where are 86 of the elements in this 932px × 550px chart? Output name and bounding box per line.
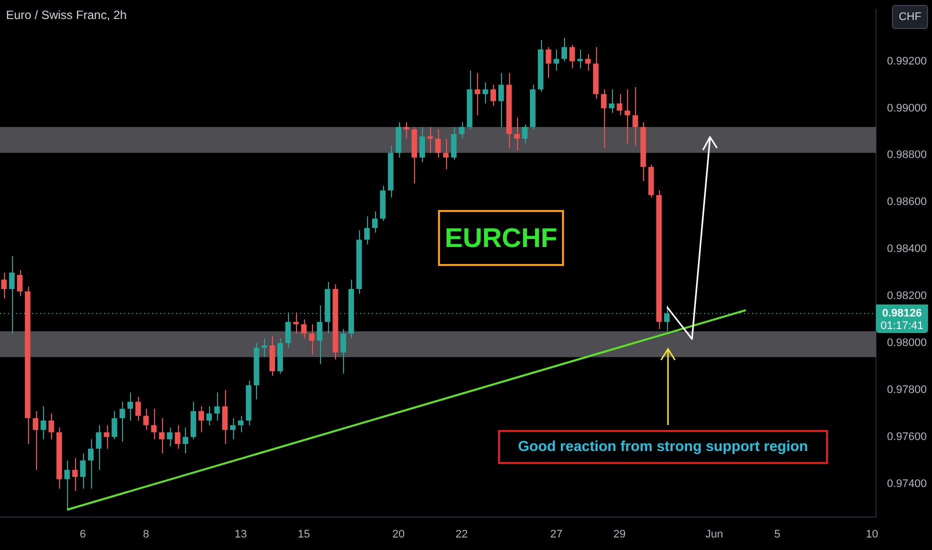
candlestick bbox=[120, 401, 126, 442]
x-tick-label: 29 bbox=[613, 528, 626, 540]
candlestick bbox=[48, 412, 54, 440]
y-tick-label: 0.99200 bbox=[887, 55, 927, 68]
candlestick bbox=[577, 49, 583, 69]
x-tick-label: 22 bbox=[456, 528, 468, 540]
candlestick bbox=[608, 88, 614, 114]
x-tick-label: 27 bbox=[550, 528, 563, 540]
x-tick-label: 15 bbox=[298, 528, 310, 540]
candlestick bbox=[443, 138, 449, 170]
candlestick bbox=[182, 427, 188, 454]
annotation: Good reaction from strong support region bbox=[498, 430, 828, 464]
candlestick bbox=[569, 44, 575, 69]
candlestick bbox=[143, 408, 149, 430]
candlestick bbox=[451, 126, 457, 160]
candlestick bbox=[32, 410, 38, 470]
candlestick bbox=[498, 72, 504, 128]
candlestick bbox=[88, 438, 94, 490]
candlestick bbox=[222, 390, 228, 445]
candlestick bbox=[554, 49, 560, 72]
candlestick bbox=[600, 88, 606, 149]
y-tick-label: 0.97400 bbox=[887, 478, 927, 490]
y-tick-label: 0.98800 bbox=[887, 149, 927, 162]
candlestick bbox=[166, 427, 172, 447]
candlestick bbox=[340, 328, 346, 374]
candlestick bbox=[40, 406, 46, 440]
chart-title: Euro / Swiss Franc, 2h bbox=[6, 8, 127, 22]
y-tick-label: 0.97600 bbox=[887, 430, 927, 443]
y-tick-label: 0.98600 bbox=[887, 196, 927, 208]
candlestick bbox=[198, 406, 204, 433]
y-tick-label: 0.98200 bbox=[887, 290, 927, 302]
candlestick bbox=[96, 424, 102, 470]
y-tick-label: 0.98000 bbox=[887, 337, 927, 350]
x-tick-label: 20 bbox=[392, 528, 405, 540]
candlestick bbox=[174, 424, 180, 450]
candlestick bbox=[112, 410, 118, 440]
candlestick bbox=[80, 452, 86, 490]
candlestick bbox=[632, 86, 638, 146]
candlestick bbox=[514, 117, 520, 151]
candlestick bbox=[151, 408, 157, 440]
candlestick bbox=[458, 122, 464, 140]
candlestick bbox=[1, 272, 7, 299]
y-tick-label: 0.98400 bbox=[887, 243, 927, 256]
candlestick bbox=[16, 270, 22, 297]
candlestick bbox=[238, 415, 244, 433]
candlestick bbox=[372, 211, 378, 234]
y-tick-label: 0.97800 bbox=[887, 384, 927, 396]
candlestick bbox=[435, 128, 441, 158]
candlestick bbox=[9, 256, 15, 334]
candlestick bbox=[482, 82, 488, 104]
candlestick bbox=[474, 72, 480, 116]
candlestick bbox=[206, 406, 212, 426]
candlestick bbox=[616, 94, 622, 116]
text: 01:17:41 bbox=[876, 318, 928, 333]
candlestick bbox=[301, 319, 307, 339]
candlestick bbox=[585, 54, 591, 72]
candlestick bbox=[364, 216, 370, 245]
candlestick bbox=[490, 84, 496, 106]
candlestick bbox=[316, 304, 322, 365]
candlestick bbox=[230, 418, 236, 440]
candlestick bbox=[214, 392, 220, 422]
annotation: EURCHF bbox=[438, 210, 564, 266]
x-tick-label: 13 bbox=[234, 528, 247, 540]
x-tick-label: Jun bbox=[705, 528, 724, 540]
candlestick bbox=[419, 126, 425, 163]
candlestick bbox=[64, 460, 70, 510]
candlestick bbox=[104, 424, 110, 450]
x-tick-label: 10 bbox=[866, 528, 878, 540]
candlestick bbox=[285, 312, 291, 348]
text: CHF bbox=[892, 5, 928, 29]
y-tick-label: 0.99000 bbox=[887, 102, 927, 114]
x-tick-label: 6 bbox=[80, 528, 86, 540]
candlestick bbox=[624, 88, 630, 144]
candlestick bbox=[135, 396, 141, 422]
ref-line-label: 0.98126 bbox=[882, 307, 922, 320]
candlestick bbox=[546, 46, 552, 78]
x-tick-label: 5 bbox=[774, 528, 780, 540]
candlestick bbox=[404, 122, 410, 140]
candlestick bbox=[308, 324, 314, 356]
candlestick bbox=[522, 124, 528, 144]
candlestick bbox=[293, 312, 299, 334]
x-tick-label: 8 bbox=[142, 528, 150, 540]
candlestick bbox=[159, 418, 165, 454]
candlestick bbox=[562, 37, 568, 62]
candlestick bbox=[127, 392, 133, 422]
candlestick bbox=[72, 458, 78, 492]
